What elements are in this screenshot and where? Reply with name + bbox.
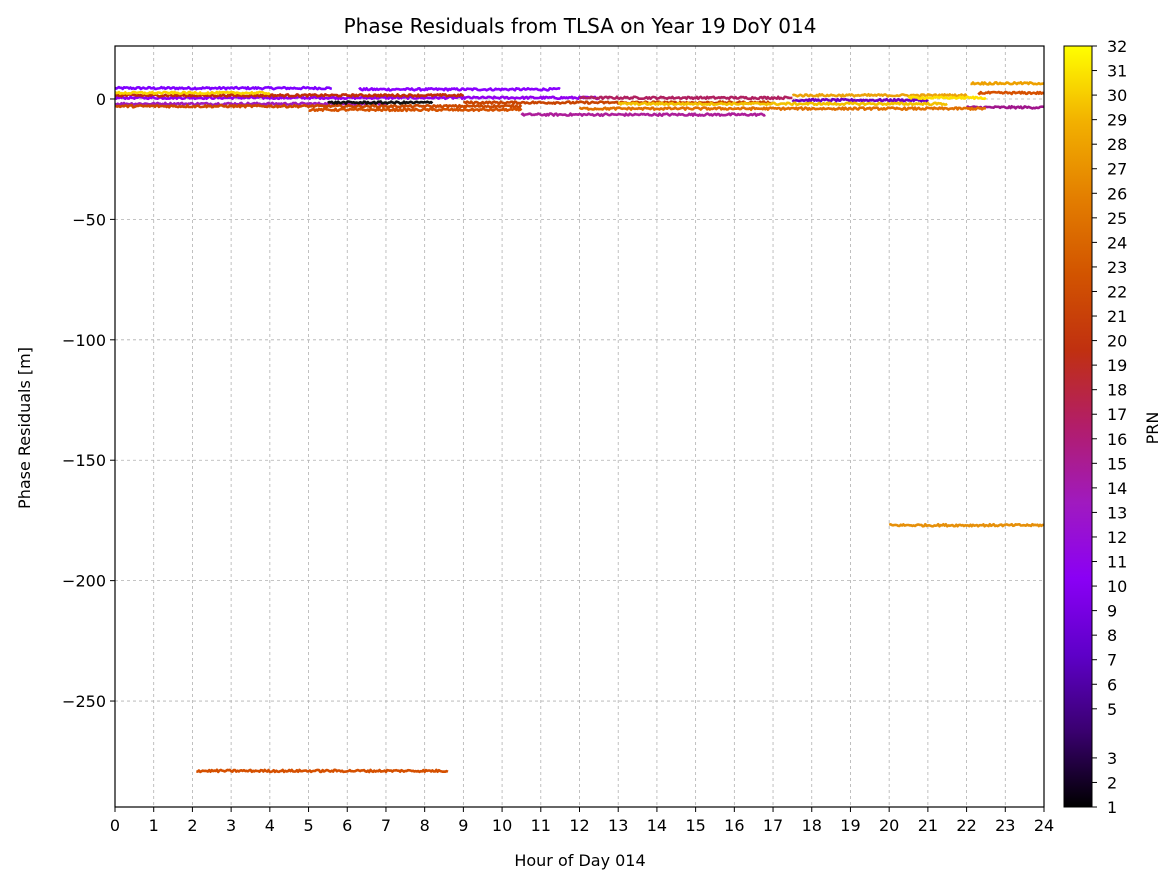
colorbar-tick-label: 17: [1107, 405, 1127, 424]
y-axis: 0 −50 −100 −150 −200 −250: [62, 90, 115, 711]
series-prn-22: [977, 90, 1044, 96]
colorbar-tick-label: 24: [1107, 233, 1127, 252]
x-tick-label: 15: [685, 816, 705, 835]
colorbar-tick-label: 5: [1107, 700, 1117, 719]
colorbar-tick-label: 22: [1107, 282, 1127, 301]
series-prn-16: [579, 95, 793, 101]
series-prn-24: [578, 106, 986, 111]
colorbar: [1063, 45, 1093, 808]
colorbar-tick-label: 27: [1107, 160, 1127, 179]
y-tick-label: −150: [62, 451, 106, 470]
colorbar-tick-label: 14: [1107, 479, 1127, 498]
series-prn-7: [115, 85, 333, 91]
x-tick-label: 9: [458, 816, 468, 835]
x-tick-label: 18: [802, 816, 822, 835]
series-prn-18: [115, 93, 465, 98]
x-tick-label: 0: [110, 816, 120, 835]
x-tick-label: 11: [531, 816, 551, 835]
colorbar-tick-label: 16: [1107, 430, 1127, 449]
x-tick-label: 23: [995, 816, 1015, 835]
series-prn-4: [791, 97, 929, 103]
colorbar-tick-label: 29: [1107, 111, 1127, 130]
series-prn-23: [196, 768, 449, 774]
colorbar-tick-label: 2: [1107, 773, 1117, 792]
series-prn-21: [308, 107, 523, 113]
colorbar-label: PRN: [1143, 412, 1162, 445]
x-tick-label: 16: [724, 816, 744, 835]
series-prn-20: [115, 103, 523, 109]
x-tick-label: 17: [763, 816, 783, 835]
colorbar-tick-label: 10: [1107, 577, 1127, 596]
colorbar-tick-label: 11: [1107, 553, 1127, 572]
x-tick-label: 5: [303, 816, 313, 835]
series-prn-30: [618, 101, 948, 107]
x-tick-label: 1: [149, 816, 159, 835]
colorbar-tick-label: 6: [1107, 675, 1117, 694]
colorbar-tick-label: 32: [1107, 37, 1127, 56]
data-series: [115, 81, 1044, 774]
x-axis-label: Hour of Day 014: [514, 851, 645, 870]
colorbar-tick-label: 9: [1107, 602, 1117, 621]
x-tick-label: 8: [420, 816, 430, 835]
x-tick-label: 2: [187, 816, 197, 835]
series-prn-28: [970, 81, 1044, 86]
y-tick-label: −200: [62, 572, 106, 591]
x-tick-label: 4: [265, 816, 275, 835]
colorbar-tick-label: 18: [1107, 381, 1127, 400]
y-axis-label: Phase Residuals [m]: [15, 347, 34, 509]
y-tick-label: −100: [62, 331, 106, 350]
colorbar-tick-label: 25: [1107, 209, 1127, 228]
colorbar-tick-label: 23: [1107, 258, 1127, 277]
x-tick-label: 12: [569, 816, 589, 835]
series-prn-9: [358, 87, 561, 92]
colorbar-tick-label: 3: [1107, 749, 1117, 768]
grid: [114, 46, 1045, 807]
x-axis: 0 1 2 3 4 5 6 7 8 9 10 11 12 13 14 15 16 17 18 19 20 21 22 23 24: [110, 807, 1054, 835]
series-prn-31: [115, 90, 271, 96]
y-tick-label: −250: [62, 692, 106, 711]
y-tick-label: 0: [96, 90, 106, 109]
colorbar-tick-label: 15: [1107, 454, 1127, 473]
colorbar-tick-label: 1: [1107, 798, 1117, 817]
chart-title: Phase Residuals from TLSA on Year 19 DoY…: [344, 14, 817, 38]
colorbar-tick-label: 19: [1107, 356, 1127, 375]
x-tick-label: 22: [956, 816, 976, 835]
y-tick-label: −50: [72, 210, 106, 229]
colorbar-tick-label: 8: [1107, 626, 1117, 645]
x-tick-label: 13: [608, 816, 628, 835]
x-tick-label: 6: [342, 816, 352, 835]
x-tick-label: 10: [492, 816, 512, 835]
x-tick-label: 3: [226, 816, 236, 835]
series-prn-32: [907, 95, 987, 101]
x-tick-label: 24: [1034, 816, 1054, 835]
series-prn-10: [115, 95, 600, 101]
colorbar-ticks: 1235678910111213141516171819202122232425…: [1092, 37, 1127, 817]
x-tick-label: 21: [918, 816, 938, 835]
colorbar-tick-label: 28: [1107, 135, 1127, 154]
colorbar-tick-label: 13: [1107, 503, 1127, 522]
x-tick-label: 7: [381, 816, 391, 835]
colorbar-tick-label: 21: [1107, 307, 1127, 326]
series-prn-14: [520, 112, 766, 117]
x-tick-label: 20: [879, 816, 899, 835]
colorbar-tick-label: 31: [1107, 62, 1127, 81]
series-prn-1: [327, 100, 434, 105]
colorbar-tick-label: 26: [1107, 184, 1127, 203]
colorbar-tick-label: 20: [1107, 332, 1127, 351]
colorbar-tick-label: 7: [1107, 651, 1117, 670]
x-tick-label: 14: [647, 816, 667, 835]
series-prn-26: [888, 522, 1044, 528]
colorbar-tick-label: 12: [1107, 528, 1127, 547]
colorbar-tick-label: 30: [1107, 86, 1127, 105]
x-tick-label: 19: [840, 816, 860, 835]
